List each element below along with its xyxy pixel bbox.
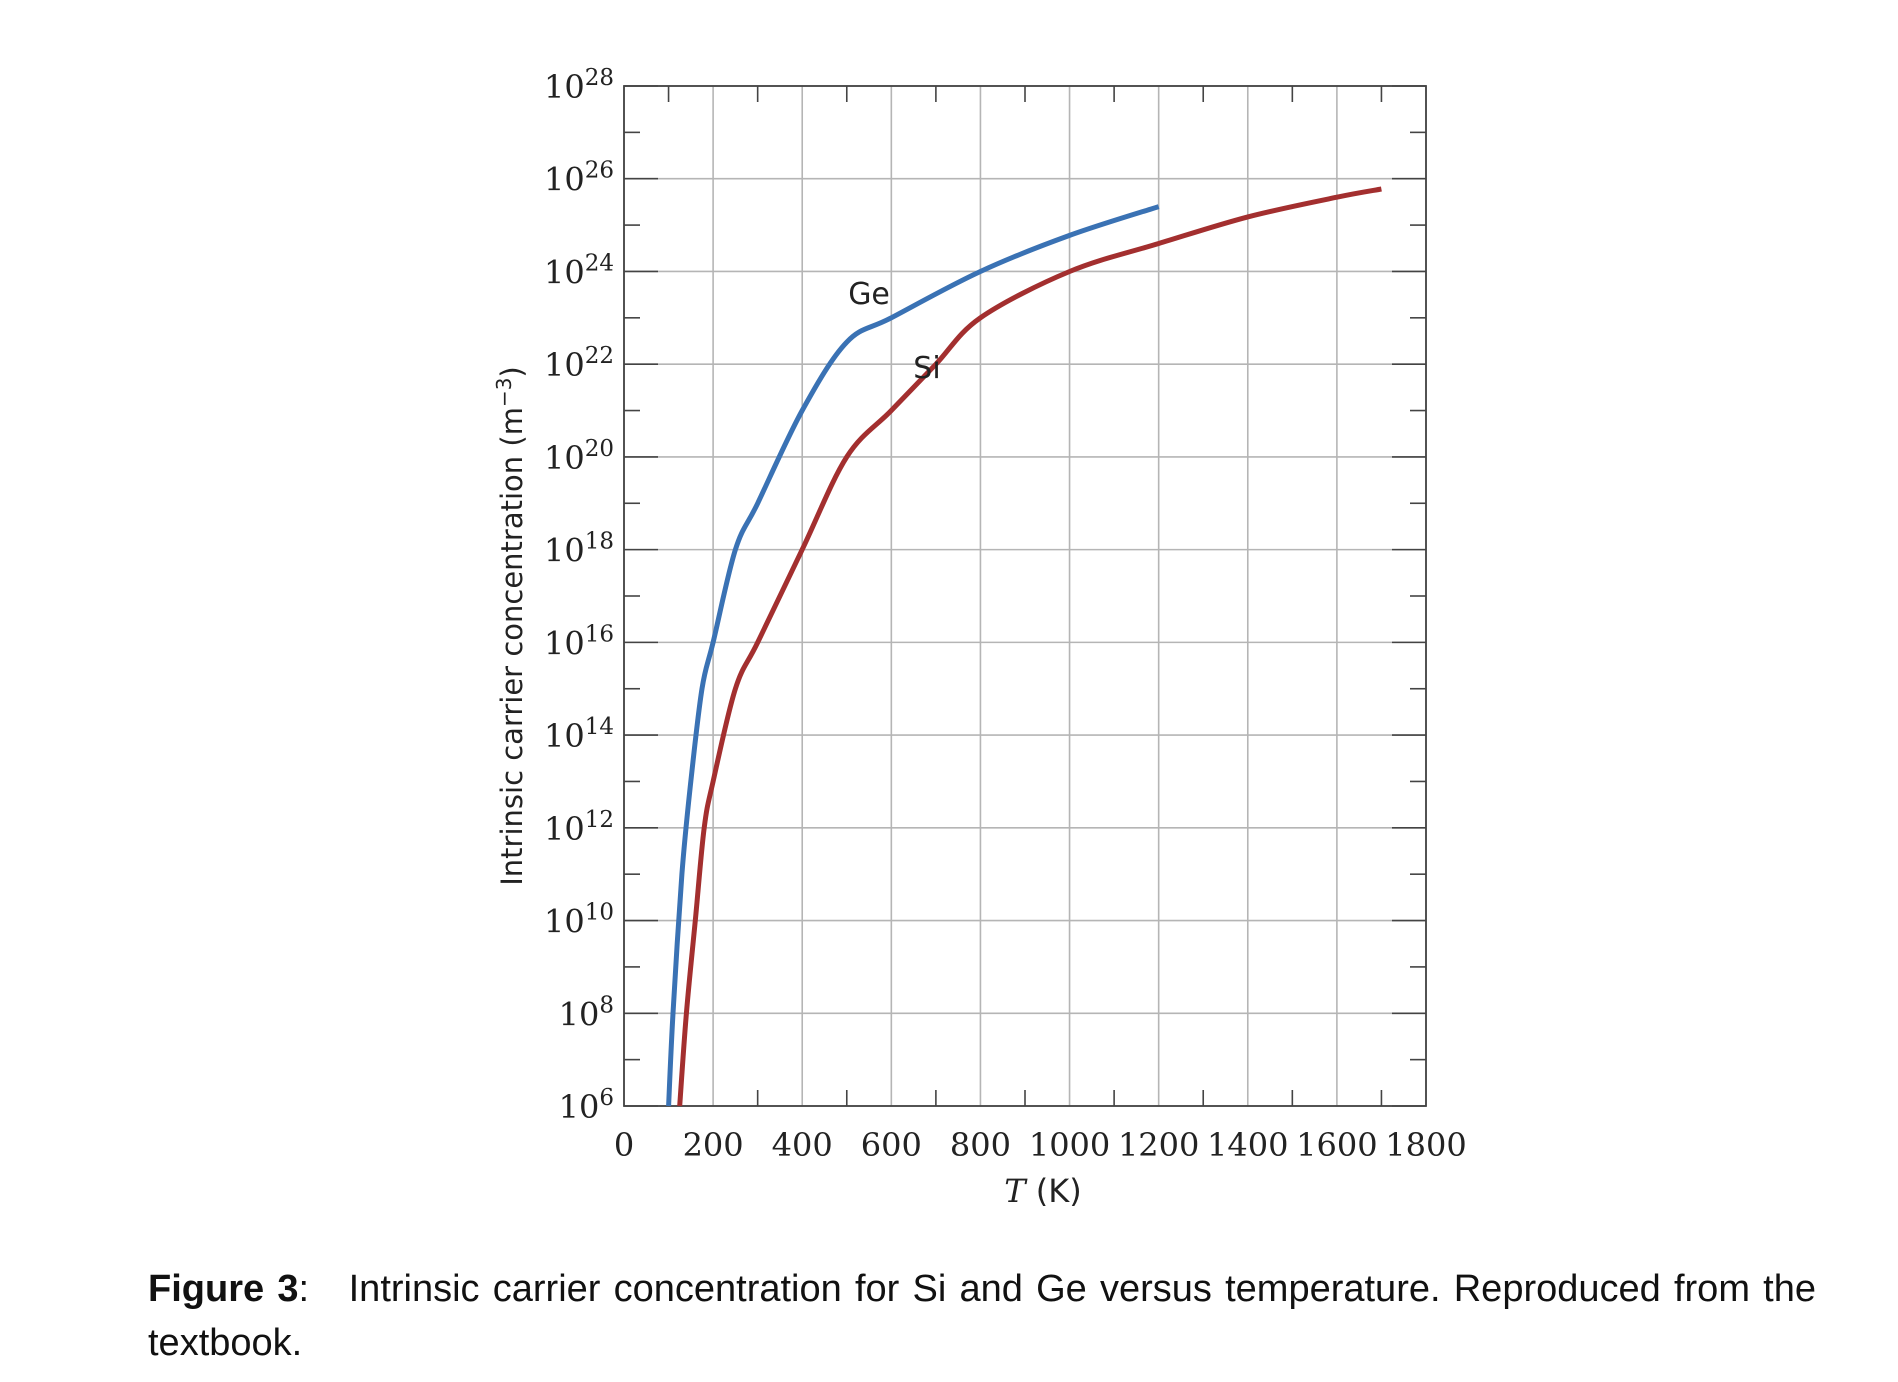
x-tick-label: 1600 — [1296, 1126, 1377, 1164]
y-axis-title-sup: −3 — [492, 378, 516, 407]
x-tick-label: 1400 — [1207, 1126, 1288, 1164]
figure-caption: Figure 3: Intrinsic carrier concentratio… — [148, 1262, 1816, 1370]
y-tick-base: 10 — [544, 624, 585, 662]
y-tick-exponent: 12 — [585, 807, 614, 833]
y-tick-base: 10 — [544, 532, 585, 570]
series-label-ge: Ge — [848, 277, 890, 312]
y-tick-label: 1010 — [544, 900, 614, 941]
y-tick-exponent: 18 — [585, 529, 614, 555]
caption-separator: : — [298, 1268, 310, 1310]
y-tick-exponent: 6 — [599, 1085, 614, 1111]
y-axis-title: Intrinsic carrier concentration (m−3) — [492, 366, 529, 886]
series-label-si: Si — [913, 351, 940, 386]
x-tick-label: 1200 — [1118, 1126, 1199, 1164]
y-tick-exponent: 22 — [585, 343, 614, 369]
y-tick-label: 1022 — [544, 343, 614, 384]
plot-frame — [623, 85, 1427, 1107]
caption-text: Intrinsic carrier concentration for Si a… — [148, 1268, 1816, 1364]
x-axis-unit: (K) — [1036, 1172, 1082, 1210]
y-tick-exponent: 16 — [585, 621, 614, 647]
y-tick-base: 10 — [544, 439, 585, 477]
x-tick-label: 200 — [683, 1126, 744, 1164]
caption-label: Figure 3 — [148, 1268, 299, 1310]
y-tick-label: 1014 — [544, 714, 614, 755]
y-tick-base: 10 — [559, 1088, 600, 1126]
y-axis-title-text: Intrinsic carrier concentration (m — [495, 407, 529, 886]
y-tick-label: 1020 — [544, 436, 614, 477]
y-tick-base: 10 — [544, 253, 585, 291]
x-tick-label: 400 — [772, 1126, 833, 1164]
y-axis-title-close: ) — [495, 366, 529, 377]
y-tick-exponent: 24 — [585, 250, 614, 276]
y-tick-label: 1016 — [544, 621, 614, 662]
series-line-ge — [666, 204, 1160, 1107]
y-tick-base: 10 — [544, 161, 585, 199]
y-tick-label: 1024 — [544, 250, 614, 291]
y-tick-label: 1012 — [544, 807, 614, 848]
y-tick-exponent: 8 — [599, 992, 614, 1018]
y-tick-label: 1018 — [544, 529, 614, 570]
series-lines — [666, 186, 1382, 1107]
series-line-si — [677, 186, 1382, 1107]
y-tick-base: 10 — [559, 995, 600, 1033]
x-tick-label: 1800 — [1385, 1126, 1466, 1164]
y-tick-label: 106 — [559, 1085, 614, 1126]
y-tick-base: 10 — [544, 903, 585, 941]
x-tick-label: 0 — [614, 1126, 634, 1164]
y-tick-base: 10 — [544, 717, 585, 755]
y-tick-exponent: 14 — [585, 714, 614, 740]
x-tick-label: 600 — [861, 1126, 922, 1164]
y-tick-exponent: 10 — [585, 900, 614, 926]
x-axis-title: T (K) — [1004, 1172, 1081, 1210]
y-tick-label: 1026 — [544, 158, 614, 199]
x-tick-label: 800 — [950, 1126, 1011, 1164]
y-tick-base: 10 — [544, 68, 585, 106]
y-tick-label: 1028 — [544, 65, 614, 106]
x-axis-variable: T — [1004, 1172, 1036, 1210]
grid — [623, 85, 1427, 1107]
y-tick-exponent: 20 — [585, 436, 614, 462]
y-tick-base: 10 — [544, 346, 585, 384]
y-tick-exponent: 28 — [585, 65, 614, 91]
x-tick-label: 1000 — [1029, 1126, 1110, 1164]
axis-ticks — [624, 85, 1426, 1107]
y-tick-label: 108 — [559, 992, 614, 1033]
y-tick-base: 10 — [544, 810, 585, 848]
y-tick-exponent: 26 — [585, 158, 614, 184]
